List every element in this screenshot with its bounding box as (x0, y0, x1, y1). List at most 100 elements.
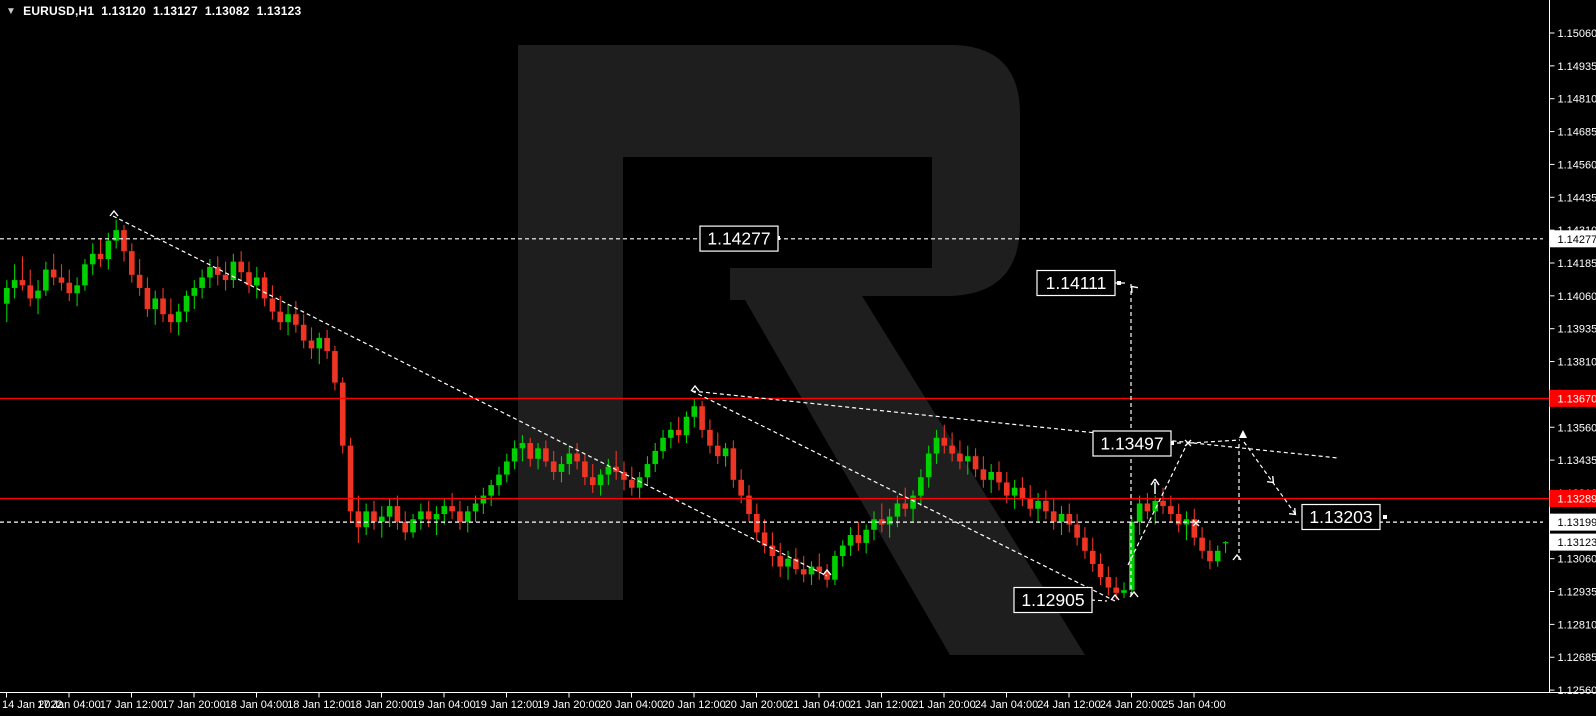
x-axis-label: 25 Jan 04:00 (1162, 699, 1226, 711)
candle-bullish (4, 287, 10, 304)
candle-bullish (566, 453, 573, 465)
candle-bullish (832, 556, 838, 580)
candle-bullish (636, 477, 643, 488)
candle-bullish (683, 416, 690, 436)
candle-bullish (894, 503, 901, 517)
candle-bearish (1113, 587, 1119, 593)
square-anchor-icon (1170, 441, 1174, 445)
candle-bullish (668, 429, 674, 438)
candle-bullish (113, 230, 119, 241)
price-annotations[interactable]: 1.14277 1.14111 1.13497 1.13203 1.12905 (699, 225, 1381, 614)
x-axis-label: 17 Jan 20:00 (162, 699, 226, 711)
square-anchor-icon (1383, 515, 1387, 519)
candle-bearish (980, 469, 987, 480)
candle-bullish (910, 495, 916, 509)
candle-bullish (418, 511, 424, 520)
candle-bearish (746, 495, 752, 514)
trendline-dashed[interactable] (691, 390, 1116, 602)
price-annotation-box[interactable] (1013, 586, 1093, 614)
cross-marker-icon (1192, 519, 1200, 527)
ohlc-high: 1.13127 (153, 4, 198, 18)
candle-bearish (800, 569, 807, 575)
y-axis-label: 1.13810 (1558, 357, 1596, 369)
price-annotation-text: 1.12905 (1021, 590, 1084, 610)
price-annotation-box[interactable] (1092, 430, 1172, 457)
y-axis-label: 1.12685 (1558, 652, 1596, 664)
candle-bearish (144, 287, 151, 309)
candle-bullish (1121, 590, 1127, 593)
candle-bearish (738, 479, 744, 496)
symbol-period-label: EURUSD,H1 (23, 4, 95, 18)
candle-bearish (996, 471, 1002, 483)
caret-marker-icon (1266, 475, 1275, 484)
candle-bearish (949, 445, 955, 454)
candle-bearish (457, 511, 463, 522)
candle-bearish (1207, 550, 1213, 562)
candle-bearish (160, 298, 166, 315)
candle-bullish (886, 516, 893, 525)
trendline-dashed[interactable] (691, 390, 1339, 459)
candle-bearish (699, 406, 705, 430)
price-annotation-box[interactable] (1301, 503, 1381, 531)
price-annotation-text: 1.14111 (1046, 273, 1107, 293)
trendline-dashed[interactable] (112, 215, 828, 577)
price-annotation-box[interactable] (1036, 269, 1116, 297)
candle-bullish (441, 506, 448, 514)
candle-bearish (879, 519, 885, 525)
candle-bearish (527, 443, 534, 459)
trendlines-layer[interactable] (112, 215, 1339, 602)
trendline-dashed[interactable] (1127, 443, 1188, 566)
candle-bullish (605, 466, 612, 475)
caret-marker-icon (1129, 590, 1139, 598)
x-axis-label: 17 Jan 12:00 (100, 699, 164, 711)
candle-bearish (621, 471, 627, 480)
y-axis-label: 1.13935 (1558, 324, 1596, 336)
y-axis[interactable]: 1.15060 1.14935 1.14810 1.14685 1.14560 1.144… (1549, 0, 1596, 697)
symbol-dropdown-icon[interactable]: ▼ (6, 5, 17, 17)
candle-bearish (324, 337, 330, 352)
candle-bearish (1043, 500, 1049, 512)
x-axis-label: 19 Jan 12:00 (475, 699, 539, 711)
axis-price-box-label: 1.13289 (1558, 493, 1596, 505)
candle-bullish (871, 519, 877, 530)
candle-bearish (1089, 550, 1096, 564)
y-axis-label: 1.14935 (1558, 61, 1596, 73)
trendline-dashed[interactable] (1189, 439, 1241, 444)
candle-bearish (629, 479, 635, 488)
candle-bearish (214, 266, 221, 275)
x-axis-label: 24 Jan 12:00 (1037, 699, 1101, 711)
axis-price-box-label: 1.13199 (1558, 517, 1596, 529)
trendline-dashed[interactable] (1243, 441, 1297, 516)
candle-bearish (425, 511, 432, 520)
candle-bearish (1175, 513, 1182, 525)
candle-bullish (691, 406, 698, 417)
trendline-dashed[interactable] (1090, 599, 1108, 602)
candle-bearish (1160, 500, 1166, 507)
y-axis-label: 1.13060 (1558, 554, 1596, 566)
candle-bullish (1152, 500, 1159, 512)
candle-bullish (1136, 503, 1143, 522)
candle-bullish (480, 495, 487, 504)
axis-price-box-red (1549, 489, 1596, 507)
candle-bullish (410, 519, 416, 533)
candle-bearish (269, 298, 276, 312)
candle-bearish (1019, 487, 1026, 499)
candle-bullish (535, 448, 541, 459)
candle-bullish (644, 464, 651, 478)
price-annotation-box[interactable] (699, 225, 779, 252)
candles-layer (4, 219, 1229, 600)
watermark-logo (518, 45, 1085, 655)
x-axis-label: 18 Jan 20:00 (350, 699, 414, 711)
y-axis-label: 1.15060 (1558, 28, 1596, 40)
candle-bullish (230, 261, 237, 281)
y-axis-label: 1.13560 (1558, 422, 1596, 434)
candle-bullish (1058, 513, 1065, 522)
candle-bearish (855, 535, 862, 543)
caret-marker-icon (690, 384, 700, 392)
candle-bullish (379, 516, 385, 522)
candle-bearish (261, 277, 268, 299)
candle-bullish (1035, 500, 1041, 509)
